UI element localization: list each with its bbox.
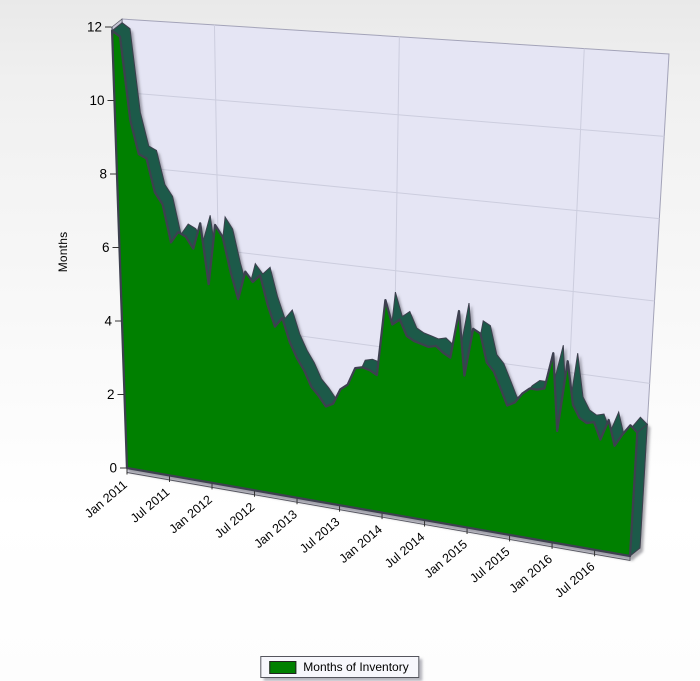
x-tick-label: Jan 2014: [337, 522, 385, 566]
y-tick-label: 12: [87, 20, 102, 35]
x-tick-label: Jul 2012: [212, 500, 257, 541]
x-tick-label: Jan 2012: [167, 492, 215, 536]
h-gridline: [126, 165, 660, 220]
area-series-group: [110, 22, 649, 558]
x-tick-label: Jan 2011: [82, 478, 130, 521]
x-tick-label: Jul 2011: [128, 485, 173, 526]
y-axis-line: [111, 26, 128, 469]
y-tick-label: 8: [99, 167, 107, 182]
area-series: [110, 29, 639, 558]
x-tick-label: Jan 2016: [507, 552, 555, 596]
x-tick-label: Jan 2013: [252, 507, 300, 551]
x-tick-label: Jul 2014: [382, 530, 427, 571]
legend-swatch-icon: [269, 660, 297, 674]
y-tick-label: 10: [89, 93, 104, 108]
x-tick-label: Jan 2015: [422, 537, 470, 581]
x-tick-label: Jul 2016: [552, 559, 597, 600]
y-tick-label: 0: [109, 461, 117, 476]
legend: Months of Inventory: [260, 656, 420, 678]
legend-label: Months of Inventory: [303, 660, 409, 674]
x-tick-label: Jul 2015: [467, 544, 512, 585]
y-axis-title: Months: [56, 231, 70, 273]
y-tick-label: 2: [107, 387, 115, 402]
h-gridline: [124, 92, 665, 137]
y-tick-label: 4: [104, 314, 112, 329]
y-tick-label: 6: [102, 240, 110, 255]
x-tick-label: Jul 2013: [297, 515, 342, 556]
